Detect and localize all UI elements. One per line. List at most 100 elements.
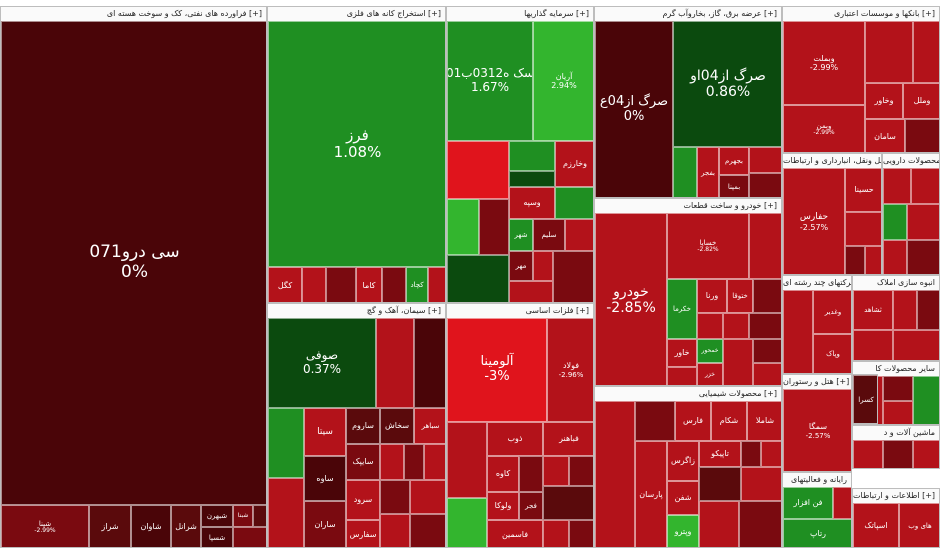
small-stock-tile[interactable] [865, 21, 913, 83]
stock-tile[interactable]: فارس [675, 401, 711, 441]
stock-tile[interactable]: وپاک [813, 334, 851, 373]
stock-tile[interactable]: شهر [509, 219, 533, 251]
sector-title[interactable]: محصولات شیمیایی [+] [595, 387, 781, 402]
small-stock-tile[interactable] [723, 313, 749, 339]
stock-tile[interactable]: فرز 1.08% [268, 21, 445, 267]
sector-chemicals[interactable]: محصولات شیمیایی [+] شکام شاملا فارس تاپی… [594, 386, 782, 548]
small-stock-tile[interactable] [428, 267, 445, 302]
stock-tile[interactable]: سایپک [346, 444, 380, 480]
small-stock-tile[interactable] [883, 240, 907, 274]
small-stock-tile[interactable] [509, 281, 553, 302]
small-stock-tile[interactable] [741, 467, 781, 501]
small-stock-tile[interactable] [543, 456, 569, 486]
sector-cement[interactable]: سیمان، آهک و گچ [+] صوفی 0.37% سیتا سارو… [267, 303, 446, 548]
sector-utilities[interactable]: عرضه برق، گاز، بخاروآب گرم [+] صرگ از04ع… [594, 6, 782, 198]
sector-machinery[interactable]: ماشین آلات و د [852, 425, 940, 469]
small-stock-tile[interactable] [635, 401, 675, 441]
stock-tile[interactable]: وخاور [865, 83, 903, 119]
small-stock-tile[interactable] [753, 279, 781, 313]
stock-tile[interactable]: بفجر [697, 147, 719, 197]
stock-tile[interactable]: سرود [346, 480, 380, 520]
sector-pharma[interactable]: محصولات دارویی [882, 153, 940, 275]
sector-title[interactable]: خودرو و ساخت قطعات [+] [595, 199, 781, 214]
small-stock-tile[interactable] [783, 290, 813, 373]
sector-basic-metals[interactable]: فلزات اساسی [+] آلومینا -3% فولاد -2.96%… [446, 303, 594, 548]
small-stock-tile[interactable] [447, 255, 509, 302]
sector-title[interactable]: سیمان، آهک و گچ [+] [268, 304, 445, 319]
small-stock-tile[interactable] [883, 376, 913, 401]
small-stock-tile[interactable] [553, 251, 593, 302]
sector-title[interactable]: ماشین آلات و د [853, 426, 939, 441]
small-stock-tile[interactable] [723, 339, 753, 385]
stock-tile[interactable]: خکرما [667, 279, 697, 339]
small-stock-tile[interactable] [749, 313, 781, 339]
stock-tile[interactable]: ورنا [697, 279, 727, 313]
small-stock-tile[interactable] [253, 505, 266, 527]
small-stock-tile[interactable] [853, 440, 883, 468]
small-stock-tile[interactable] [905, 119, 939, 152]
stock-tile[interactable]: پارسان [635, 441, 667, 547]
sector-metal-ore[interactable]: استخراج کانه های فلزی [+] فرز 1.08% کگل … [267, 6, 446, 303]
stock-tile[interactable]: خودرو -2.85% [595, 213, 667, 385]
stock-tile[interactable]: فاسمین [487, 520, 543, 547]
stock-tile[interactable]: خمحور [697, 339, 723, 363]
stock-tile[interactable]: شاوان [131, 505, 171, 547]
small-stock-tile[interactable] [907, 204, 939, 240]
small-stock-tile[interactable] [410, 480, 445, 514]
sector-ict[interactable]: اطلاعات و ارتباطات [+] اسپاتک های وب [852, 488, 940, 548]
stock-tile[interactable]: فجر [519, 492, 543, 520]
stock-tile[interactable]: سفارس [346, 520, 380, 547]
stock-tile[interactable]: فن افزار [783, 487, 833, 519]
stock-tile[interactable]: شبهرن [201, 505, 233, 527]
stock-tile[interactable]: شاملا [747, 401, 781, 441]
stock-tile[interactable]: وملل [903, 83, 939, 119]
stock-tile[interactable]: خزر [697, 363, 723, 385]
stock-tile[interactable]: شراز [89, 505, 131, 547]
small-stock-tile[interactable] [509, 171, 555, 187]
stock-tile[interactable]: خاور [667, 339, 697, 367]
sector-title[interactable]: شرکتهای چند رشته ای [783, 276, 851, 291]
stock-tile[interactable]: حسینا [845, 168, 881, 212]
small-stock-tile[interactable] [699, 467, 741, 501]
small-stock-tile[interactable] [569, 456, 593, 486]
small-stock-tile[interactable] [913, 21, 939, 83]
stock-tile[interactable]: مهر [509, 251, 533, 281]
stock-tile[interactable]: شسپا [201, 527, 233, 547]
small-stock-tile[interactable] [382, 267, 406, 302]
small-stock-tile[interactable] [326, 267, 356, 302]
small-stock-tile[interactable] [380, 480, 410, 514]
stock-tile[interactable]: بجهرم [719, 147, 749, 175]
stock-tile[interactable]: کاما [356, 267, 382, 302]
sector-title[interactable]: استخراج کانه های فلزی [+] [268, 7, 445, 22]
small-stock-tile[interactable] [883, 401, 913, 424]
stock-tile[interactable]: اسپاتک [853, 503, 899, 547]
small-stock-tile[interactable] [749, 147, 781, 173]
sector-petroleum[interactable]: فراورده های نفتی، کک و سوخت هسته ای [+] … [0, 6, 267, 548]
stock-tile[interactable]: وسپه [509, 187, 555, 219]
stock-tile[interactable]: وپترو [667, 515, 699, 547]
small-stock-tile[interactable] [569, 520, 593, 547]
stock-tile[interactable]: رتاپ [783, 519, 851, 547]
stock-tile[interactable]: شبنا [233, 505, 253, 527]
stock-tile[interactable]: سلیم [533, 219, 565, 251]
small-stock-tile[interactable] [741, 441, 761, 467]
small-stock-tile[interactable] [845, 246, 865, 274]
stock-tile[interactable]: کگل [268, 267, 302, 302]
small-stock-tile[interactable] [913, 376, 939, 424]
small-stock-tile[interactable] [853, 330, 893, 360]
small-stock-tile[interactable] [268, 408, 304, 478]
stock-tile[interactable]: ساوه [304, 456, 346, 501]
small-stock-tile[interactable] [565, 219, 593, 251]
sector-misc-small[interactable]: کسرا [852, 374, 878, 424]
stock-tile[interactable]: سخاش [380, 408, 414, 444]
small-stock-tile[interactable] [404, 444, 424, 480]
small-stock-tile[interactable] [380, 444, 404, 480]
small-stock-tile[interactable] [907, 240, 939, 274]
stock-tile[interactable]: ثشاهد [853, 290, 893, 330]
stock-tile[interactable]: شکام [711, 401, 747, 441]
small-stock-tile[interactable] [509, 141, 555, 171]
small-stock-tile[interactable] [911, 168, 939, 204]
stock-tile[interactable]: تاپیکو [699, 441, 741, 467]
sector-title[interactable]: هتل و رستوران [+] [783, 375, 851, 390]
stock-tile[interactable]: ساروم [346, 408, 380, 444]
